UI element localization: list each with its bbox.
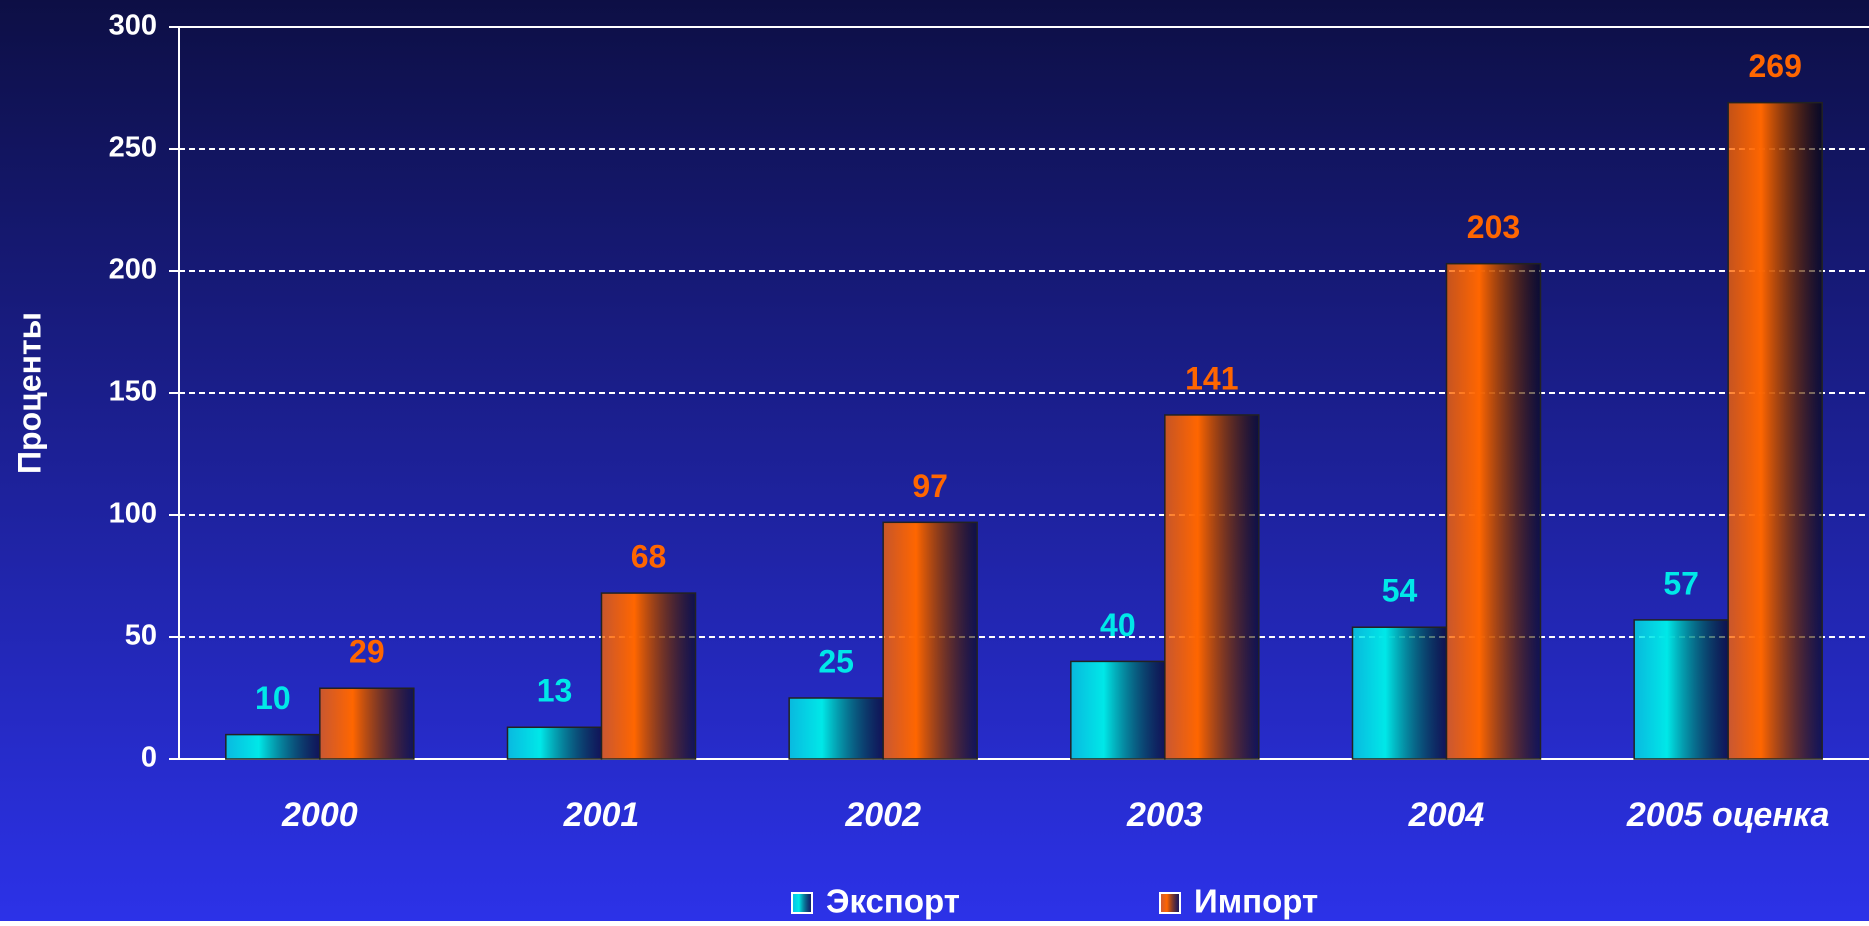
bar [1445, 262, 1542, 760]
value-label: 25 [818, 643, 854, 679]
bar [600, 592, 697, 760]
bar [1351, 626, 1448, 760]
value-label: 29 [349, 634, 385, 670]
bar [882, 521, 978, 760]
bar [1633, 619, 1729, 760]
y-tick-label: 100 [109, 498, 157, 530]
x-tick-label: 2000 [281, 796, 358, 834]
x-tick-label: 2004 [1408, 796, 1485, 834]
y-tick-label: 250 [109, 132, 157, 164]
y-tick-label: 300 [109, 10, 157, 42]
x-tick-label: 2001 [563, 796, 640, 834]
y-tick-label: 50 [125, 620, 157, 652]
x-tick-label: 2005 оценка [1626, 796, 1830, 834]
bar [788, 697, 884, 760]
value-label: 54 [1382, 573, 1418, 609]
value-label: 13 [537, 673, 573, 709]
bar [1727, 101, 1823, 760]
value-label: 57 [1663, 565, 1699, 601]
y-axis-label: Проценты [11, 312, 47, 474]
y-tick-label: 150 [109, 376, 157, 408]
value-label: 269 [1748, 48, 1801, 84]
value-label: 40 [1100, 607, 1136, 643]
value-label: 141 [1185, 360, 1238, 396]
bar [319, 687, 415, 760]
value-label: 97 [912, 468, 948, 504]
bar [506, 726, 603, 760]
y-tick-label: 200 [109, 254, 157, 286]
legend-swatch [1159, 892, 1181, 914]
legend-label: Импорт [1194, 883, 1318, 920]
legend-label: Экспорт [826, 883, 960, 920]
value-label: 68 [631, 539, 667, 575]
x-tick-label: 2003 [1126, 796, 1203, 834]
bar [225, 733, 321, 760]
value-label: 10 [255, 680, 291, 716]
bar [1070, 660, 1166, 760]
x-tick-label: 2002 [844, 796, 921, 834]
y-tick-label: 0 [141, 742, 157, 774]
legend-swatch [791, 892, 813, 914]
bar [1164, 414, 1260, 760]
value-label: 203 [1467, 209, 1520, 245]
